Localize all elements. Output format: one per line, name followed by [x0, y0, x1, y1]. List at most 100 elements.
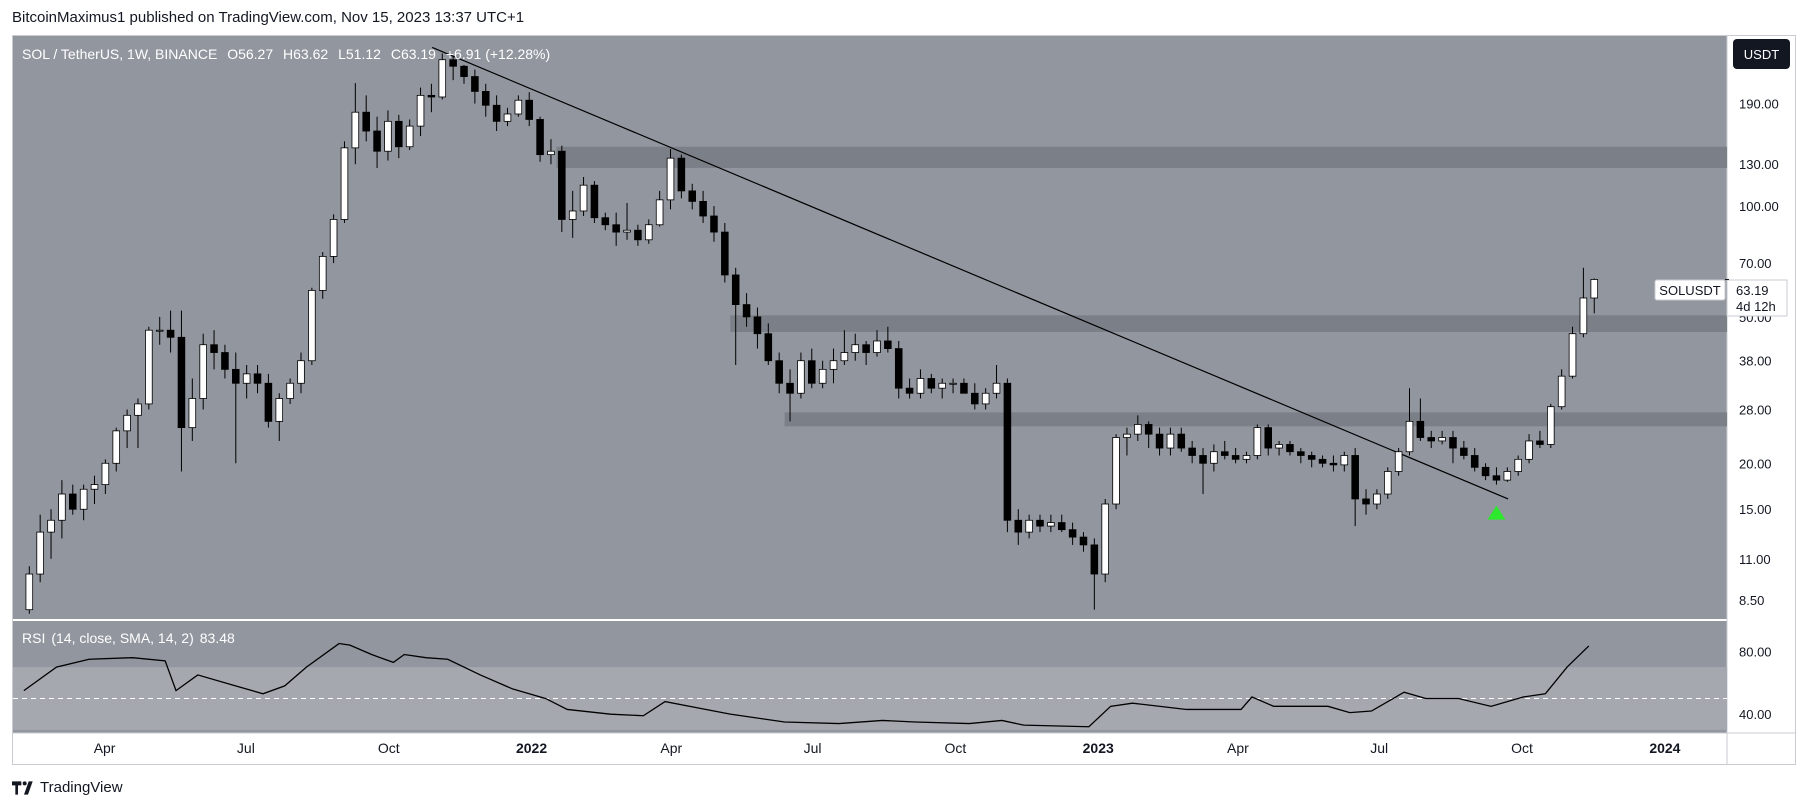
- candle-up[interactable]: [568, 190, 577, 238]
- candle-down[interactable]: [862, 340, 870, 365]
- candle-down[interactable]: [1036, 514, 1044, 533]
- candle-down[interactable]: [481, 83, 490, 117]
- candle-down[interactable]: [927, 373, 936, 394]
- candle-down[interactable]: [221, 344, 229, 379]
- candle-down[interactable]: [1155, 427, 1164, 456]
- candle-down[interactable]: [1144, 421, 1153, 449]
- candle-down[interactable]: [1079, 532, 1088, 552]
- candle-up[interactable]: [1525, 434, 1533, 464]
- candle-up[interactable]: [1394, 448, 1403, 476]
- candle-down[interactable]: [1003, 378, 1012, 533]
- candle-down[interactable]: [1231, 448, 1240, 464]
- candle-up[interactable]: [1503, 467, 1512, 482]
- candle-up[interactable]: [644, 219, 653, 244]
- candle-up[interactable]: [1568, 326, 1577, 379]
- candle-down[interactable]: [177, 310, 186, 472]
- candle-down[interactable]: [492, 95, 501, 132]
- candle-down[interactable]: [1220, 440, 1229, 460]
- candle-down[interactable]: [449, 56, 457, 81]
- candle-up[interactable]: [514, 95, 523, 117]
- candle-down[interactable]: [1470, 448, 1479, 472]
- candle-down[interactable]: [1460, 440, 1468, 460]
- candle-up[interactable]: [25, 566, 34, 614]
- candle-up[interactable]: [1025, 514, 1033, 539]
- candle-down[interactable]: [166, 310, 175, 353]
- candle-down[interactable]: [764, 323, 773, 365]
- candle-up[interactable]: [1275, 440, 1283, 456]
- rsi-line[interactable]: [23, 642, 1590, 728]
- candle-up[interactable]: [286, 378, 294, 404]
- candle-down[interactable]: [601, 212, 610, 231]
- candle-up[interactable]: [1123, 427, 1131, 456]
- candle-up[interactable]: [1384, 467, 1392, 499]
- time-axis-background[interactable]: [13, 733, 1795, 764]
- candle-up[interactable]: [1101, 498, 1109, 583]
- candle-up[interactable]: [797, 352, 805, 399]
- candle-down[interactable]: [558, 145, 566, 233]
- candle-up[interactable]: [318, 252, 327, 299]
- candle-down[interactable]: [688, 183, 697, 210]
- candle-up[interactable]: [1373, 489, 1381, 510]
- candle-up[interactable]: [242, 364, 251, 399]
- candle-down[interactable]: [1416, 398, 1425, 441]
- candle-up[interactable]: [1579, 267, 1588, 338]
- candle-down[interactable]: [264, 373, 273, 428]
- candle-up[interactable]: [873, 330, 881, 357]
- candle-down[interactable]: [1014, 509, 1023, 545]
- rsi-name[interactable]: RSI: [22, 630, 46, 646]
- candle-up[interactable]: [47, 509, 55, 559]
- candle-up[interactable]: [1438, 430, 1446, 445]
- candle-down[interactable]: [710, 206, 718, 242]
- candle-down[interactable]: [1481, 463, 1490, 481]
- candle-down[interactable]: [884, 326, 892, 353]
- candle-up[interactable]: [981, 388, 990, 410]
- candle-down[interactable]: [362, 95, 370, 142]
- candle-up[interactable]: [547, 139, 555, 165]
- candle-up[interactable]: [1547, 403, 1555, 449]
- candle-up[interactable]: [58, 480, 66, 539]
- candle-up[interactable]: [416, 87, 425, 137]
- candle-up[interactable]: [666, 148, 675, 210]
- candle-up[interactable]: [90, 475, 99, 505]
- candle-up[interactable]: [1242, 451, 1251, 464]
- currency-button[interactable]: USDT: [1733, 39, 1790, 69]
- candle-up[interactable]: [36, 514, 44, 583]
- candle-up[interactable]: [840, 330, 849, 365]
- candle-up[interactable]: [199, 333, 207, 410]
- candle-down[interactable]: [210, 330, 218, 370]
- candle-down[interactable]: [612, 212, 620, 246]
- candle-down[interactable]: [960, 378, 968, 394]
- candle-down[interactable]: [1492, 467, 1501, 485]
- candle-down[interactable]: [1297, 448, 1305, 464]
- last-price-tag[interactable]: SOLUSDT 63.19 4d 12h: [1654, 279, 1788, 317]
- candle-down[interactable]: [471, 69, 479, 104]
- candle-up[interactable]: [308, 287, 316, 365]
- candle-down[interactable]: [536, 116, 544, 162]
- candle-down[interactable]: [1536, 430, 1544, 449]
- price-axis-background[interactable]: [1727, 36, 1795, 733]
- candle-down[interactable]: [460, 64, 468, 84]
- candle-down[interactable]: [721, 222, 729, 283]
- candle-down[interactable]: [1318, 455, 1327, 468]
- tradingview-footer-logo[interactable]: TradingView: [12, 779, 123, 796]
- candle-down[interactable]: [427, 83, 436, 113]
- candle-down[interactable]: [253, 364, 262, 394]
- candle-up[interactable]: [916, 369, 925, 399]
- candle-down[interactable]: [1286, 440, 1294, 456]
- candle-up[interactable]: [655, 190, 664, 227]
- candle-down[interactable]: [677, 154, 686, 199]
- candle-down[interactable]: [1264, 424, 1272, 456]
- candle-down[interactable]: [1068, 522, 1077, 545]
- candle-up[interactable]: [1253, 424, 1262, 460]
- candle-down[interactable]: [1188, 440, 1196, 464]
- candle-up[interactable]: [155, 316, 164, 345]
- candle-down[interactable]: [742, 293, 751, 327]
- candle-down[interactable]: [1449, 430, 1457, 464]
- candle-down[interactable]: [753, 307, 762, 349]
- candle-up[interactable]: [992, 364, 1001, 399]
- candle-up[interactable]: [79, 484, 88, 521]
- candle-up[interactable]: [1166, 427, 1175, 456]
- candle-up[interactable]: [134, 398, 142, 449]
- candle-up[interactable]: [340, 141, 349, 223]
